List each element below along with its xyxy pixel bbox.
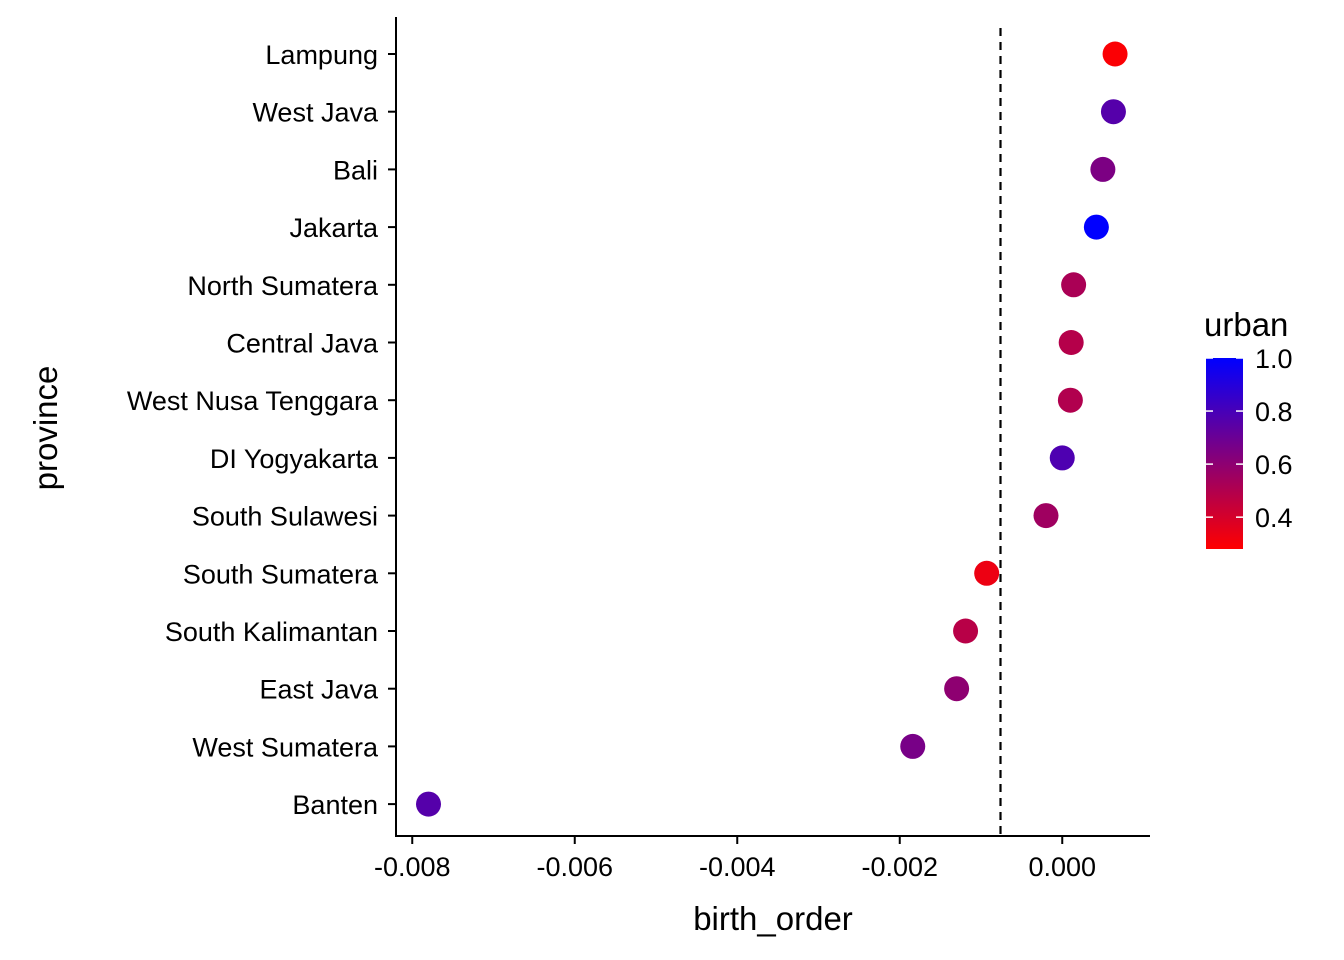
data-point	[416, 791, 441, 817]
y-tick-label: Central Java	[226, 329, 379, 359]
y-tick-label: West Nusa Tenggara	[127, 386, 379, 416]
y-tick-label: North Sumatera	[187, 271, 379, 301]
y-tick-label: West Java	[252, 98, 379, 128]
y-tick-label: South Kalimantan	[165, 617, 378, 647]
data-point	[1058, 330, 1084, 355]
legend-color-bar	[1206, 358, 1243, 549]
x-tick-label: -0.008	[374, 852, 451, 882]
x-tick-label: -0.004	[699, 852, 776, 882]
x-tick-label: 0.000	[1028, 852, 1096, 882]
data-point	[1033, 503, 1059, 529]
y-tick-label: South Sulawesi	[192, 502, 378, 532]
x-tick-label: -0.002	[861, 852, 938, 882]
data-point	[1102, 41, 1128, 67]
y-tick-label: Jakarta	[289, 213, 379, 243]
x-axis-ticks: -0.008 -0.006 -0.004 -0.002 0.000	[374, 836, 1096, 882]
data-point	[1061, 272, 1087, 298]
data-point	[944, 676, 970, 702]
legend-tick-label: 0.8	[1255, 397, 1293, 427]
legend-tick-label: 0.4	[1255, 503, 1293, 533]
y-tick-label: Banten	[292, 790, 378, 820]
x-tick-label: -0.006	[536, 852, 613, 882]
data-point	[1100, 99, 1126, 125]
y-tick-label: DI Yogyakarta	[210, 444, 379, 474]
x-axis-title: birth_order	[693, 900, 853, 937]
data-point	[1083, 214, 1109, 240]
y-tick-label: Bali	[333, 155, 378, 185]
data-point	[974, 560, 1000, 586]
y-axis-title: province	[27, 366, 64, 491]
data-points-layer	[416, 41, 1128, 817]
data-point	[1049, 445, 1075, 471]
y-tick-label: South Sumatera	[183, 559, 379, 589]
data-point	[900, 733, 926, 759]
legend-tick-label: 0.6	[1255, 450, 1293, 480]
legend-title: urban	[1204, 306, 1288, 343]
legend-ticks: 0.4 0.6 0.8 1.0	[1206, 344, 1293, 533]
data-point	[1090, 156, 1116, 182]
y-tick-label: East Java	[259, 675, 379, 705]
data-point	[953, 618, 979, 644]
legend-tick-label: 1.0	[1255, 344, 1293, 374]
y-axis-ticks: Lampung West Java Bali Jakarta North Sumater…	[127, 40, 396, 820]
data-point	[1057, 387, 1083, 413]
y-tick-label: Lampung	[265, 40, 378, 70]
y-tick-label: West Sumatera	[192, 732, 379, 762]
color-legend: urban 0.4 0.6 0.8 1.0	[1204, 306, 1293, 549]
